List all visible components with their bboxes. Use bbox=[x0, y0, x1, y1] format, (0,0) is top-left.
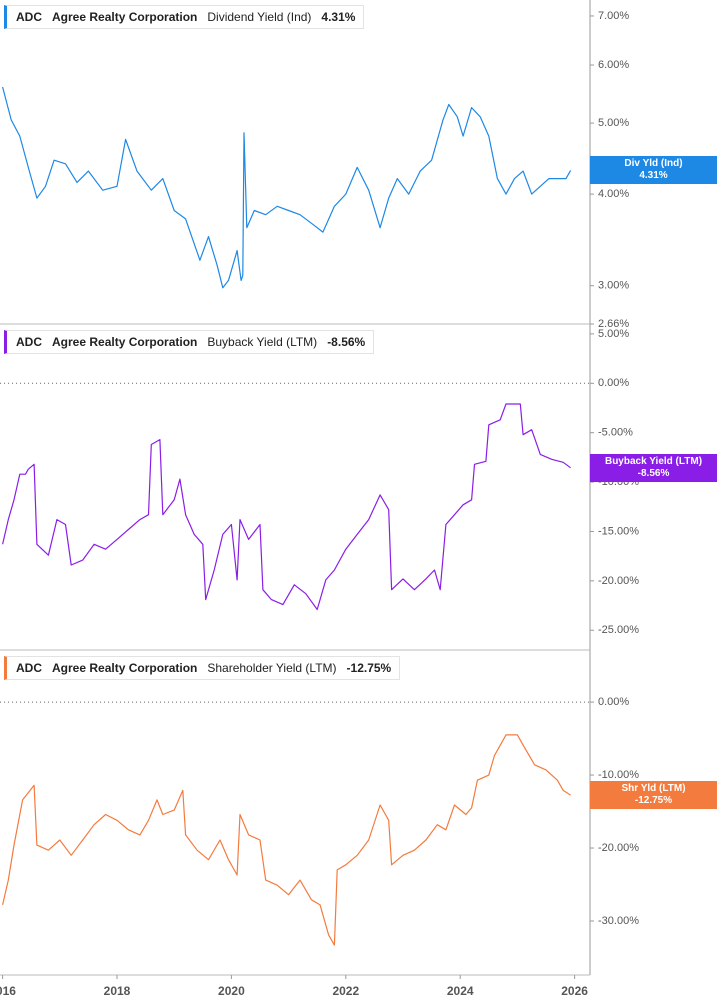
company: Agree Realty Corporation bbox=[52, 10, 198, 24]
y-tick-label: -10.00% bbox=[598, 769, 639, 781]
series-line bbox=[2, 734, 571, 946]
ticker: ADC bbox=[16, 10, 42, 24]
x-tick-label: 2020 bbox=[218, 984, 245, 998]
y-tick-label: 7.00% bbox=[598, 10, 629, 22]
y-tick-label: 0.00% bbox=[598, 696, 629, 708]
y-tick-label: -20.00% bbox=[598, 842, 639, 854]
value-badge: Buyback Yield (LTM) -8.56% bbox=[590, 453, 717, 482]
y-tick-label: 5.00% bbox=[598, 328, 629, 340]
y-tick-label: 0.00% bbox=[598, 377, 629, 389]
series-name: Buyback Yield (LTM) bbox=[207, 335, 318, 349]
company: Agree Realty Corporation bbox=[52, 335, 198, 349]
y-tick-label: 3.00% bbox=[598, 280, 629, 292]
ticker: ADC bbox=[16, 661, 42, 675]
x-tick-label: 2022 bbox=[332, 984, 359, 998]
y-tick-label: -25.00% bbox=[598, 624, 639, 636]
y-tick-label: 5.00% bbox=[598, 117, 629, 129]
last-value: -8.56% bbox=[327, 335, 366, 349]
legend-header: ADC Agree Realty Corporation Buyback Yield… bbox=[4, 330, 375, 354]
x-tick-label: 2026 bbox=[561, 984, 588, 998]
y-tick-label: 2.66% bbox=[598, 318, 629, 330]
legend-header: ADC Agree Realty Corporation Dividend Yiel… bbox=[4, 5, 365, 29]
x-tick-label: 2016 bbox=[0, 984, 16, 998]
badge-value: 4.31% bbox=[639, 170, 668, 182]
series-line bbox=[2, 403, 571, 611]
y-tick-label: -5.00% bbox=[598, 427, 633, 439]
y-tick-label: 4.00% bbox=[598, 188, 629, 200]
series-name: Shareholder Yield (LTM) bbox=[207, 661, 337, 675]
value-badge: Div Yld (Ind) 4.31% bbox=[590, 156, 717, 185]
x-tick-label: 2024 bbox=[447, 984, 474, 998]
series-name: Dividend Yield (Ind) bbox=[207, 10, 312, 24]
badge-label: Div Yld (Ind) bbox=[624, 158, 683, 170]
series-line bbox=[2, 86, 572, 289]
x-tick-label: 2018 bbox=[104, 984, 131, 998]
y-tick-label: -15.00% bbox=[598, 525, 639, 537]
y-tick-label: -20.00% bbox=[598, 575, 639, 587]
badge-label: Shr Yld (LTM) bbox=[621, 783, 686, 795]
badge-label: Buyback Yield (LTM) bbox=[604, 455, 703, 467]
legend-header: ADC Agree Realty Corporation Shareholder Y… bbox=[4, 656, 401, 680]
company: Agree Realty Corporation bbox=[52, 661, 198, 675]
badge-value: -12.75% bbox=[634, 795, 673, 807]
last-value: 4.31% bbox=[321, 10, 356, 24]
y-tick-label: 6.00% bbox=[598, 59, 629, 71]
value-badge: Shr Yld (LTM) -12.75% bbox=[590, 781, 717, 810]
last-value: -12.75% bbox=[346, 661, 392, 675]
ticker: ADC bbox=[16, 335, 42, 349]
badge-value: -8.56% bbox=[637, 467, 670, 479]
y-tick-label: -30.00% bbox=[598, 915, 639, 927]
